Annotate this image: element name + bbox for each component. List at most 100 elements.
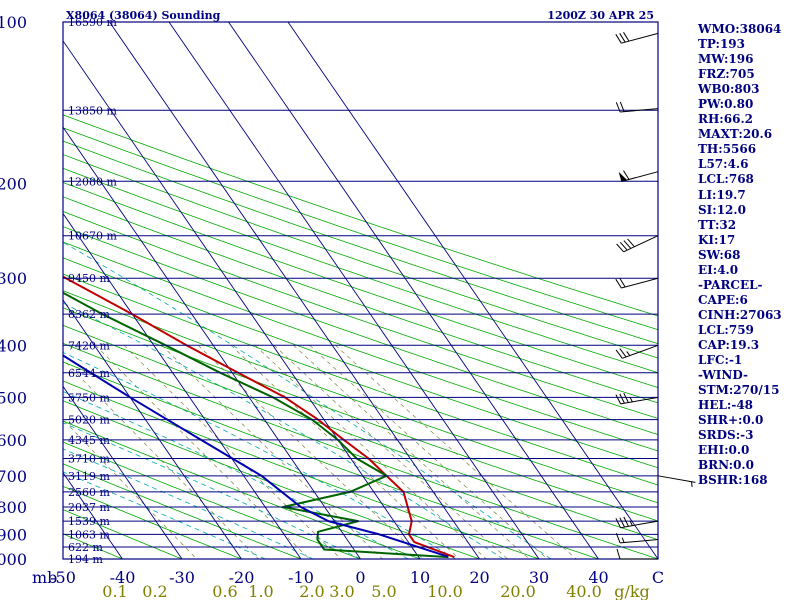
- stat-item: MW:196: [698, 52, 754, 67]
- height-label: 3710 m: [68, 453, 110, 466]
- temperature-tick-label: -50: [50, 568, 76, 587]
- isotherm: [63, 126, 361, 559]
- wind-barb-layer: [615, 32, 696, 560]
- wind-barb: [615, 32, 659, 44]
- profile-line: [63, 291, 449, 559]
- wind-barb: [615, 533, 659, 544]
- mixing-ratio-label: 10.0: [427, 582, 463, 600]
- stat-item: LCL:759: [698, 322, 754, 337]
- isotherm: [287, 22, 658, 559]
- temperature-tick-label: 0: [355, 568, 365, 587]
- dry-adiabat: [63, 257, 658, 469]
- mixing-ratio-line: [95, 345, 310, 559]
- dry-adiabat: [63, 226, 658, 435]
- dry-adiabat: [63, 241, 658, 452]
- height-label: 7420 m: [68, 339, 110, 352]
- pressure-tick-label: 600: [0, 431, 27, 450]
- isotherm: [228, 22, 599, 559]
- height-label: 2560 m: [68, 486, 110, 499]
- pressure-tick-label: 1000: [0, 550, 27, 569]
- temperature-tick-label: 30: [529, 568, 549, 587]
- pressure-tick-label: 100: [0, 13, 27, 32]
- pressure-tick-label: 500: [0, 388, 27, 407]
- pressure-tick-label: 300: [0, 269, 27, 288]
- stat-item: CAPE:6: [698, 292, 748, 307]
- moist-adiabat: [63, 422, 361, 559]
- stat-item: CAP:19.3: [698, 337, 760, 352]
- wind-barb: [615, 392, 659, 405]
- isotherm: [63, 40, 421, 559]
- mixing-ratio-label: 40.0: [566, 582, 602, 600]
- mixing-ratio-line: [309, 345, 548, 559]
- stat-item: LI:19.7: [698, 187, 746, 202]
- mixing-ratio-label: 3.0: [329, 582, 354, 600]
- stat-item: SI:12.0: [698, 202, 746, 217]
- profile-line: [63, 354, 449, 558]
- temperature-tick-label: 40: [588, 568, 608, 587]
- mixing-ratio-line: [123, 345, 342, 559]
- dry-adiabat: [63, 211, 658, 419]
- height-label: 194 m: [68, 553, 103, 566]
- label-layer: 16590 m 13850 m 12080 m 10670 m 9450 m 8362 m…: [0, 13, 664, 600]
- height-label: 4345 m: [68, 434, 110, 447]
- moist-adiabat: [63, 448, 314, 559]
- mixing-ratio-label: 1.0: [248, 582, 273, 600]
- dry-adiabat: [63, 273, 658, 486]
- temperature-unit-label: C: [652, 568, 664, 587]
- mixing-ratio-line: [254, 345, 487, 559]
- dry-adiabat: [63, 127, 658, 331]
- height-label: 1539 m: [68, 515, 110, 528]
- temperature-tick-label: -40: [110, 568, 136, 587]
- mixing-ratio-line: [335, 345, 577, 559]
- stat-item: KI:17: [698, 232, 736, 247]
- mixing-ratio-label: 0.1: [102, 582, 127, 600]
- stat-item: BSHR:168: [698, 473, 768, 488]
- pressure-unit-label: mb: [32, 568, 57, 587]
- stat-item: FRZ:705: [698, 67, 755, 82]
- dry-adiabat: [63, 114, 658, 317]
- temperature-tick-label: -10: [288, 568, 314, 587]
- temperature-tick-label: -20: [229, 568, 255, 587]
- isotherm: [63, 385, 183, 559]
- height-label: 9450 m: [68, 272, 110, 285]
- temperature-tick-label: 20: [469, 568, 489, 587]
- dry-adiabat: [63, 463, 302, 559]
- mixing-ratio-unit: g/kg: [614, 582, 650, 600]
- frame-layer: [62, 21, 659, 560]
- mixing-ratio-label: 2.0: [299, 582, 324, 600]
- height-label: 16590 m: [68, 16, 117, 29]
- height-label: 5750 m: [68, 391, 110, 404]
- pressure-tick-label: 900: [0, 525, 27, 544]
- mixing-ratio-line: [230, 345, 460, 559]
- stat-item: EHI:0.0: [698, 443, 750, 458]
- wind-barb: [615, 516, 659, 529]
- wind-barb: [657, 475, 696, 487]
- stat-item: SW:68: [698, 247, 741, 262]
- pressure-tick-label: 200: [0, 175, 27, 194]
- height-label: 3119 m: [68, 470, 110, 483]
- stat-item: MAXT:20.6: [698, 127, 773, 142]
- wind-barb: [615, 101, 659, 113]
- dry-adiabat: [63, 181, 658, 388]
- temperature-tick-label: 10: [410, 568, 430, 587]
- wind-barb: [616, 235, 659, 253]
- isotherm: [63, 299, 242, 559]
- height-label: 12080 m: [68, 175, 117, 188]
- pressure-tick-label: 800: [0, 498, 27, 517]
- dry-adiabat: [63, 196, 658, 404]
- stat-item: TH:5566: [698, 142, 757, 157]
- height-label: 10670 m: [68, 230, 117, 243]
- mixing-ratio-label: 0.6: [212, 582, 237, 600]
- stat-item: LFC:-1: [698, 353, 743, 368]
- stat-item: TT:32: [698, 217, 737, 232]
- chart-title: X8064 (38064) Sounding: [66, 9, 221, 22]
- stat-item: HEL:-48: [698, 398, 754, 413]
- pressure-tick-label: 400: [0, 336, 27, 355]
- dry-adiabat: [63, 290, 658, 504]
- stat-item: TP:193: [698, 37, 746, 52]
- isotherm: [109, 22, 480, 559]
- dry-adiabat: [63, 167, 658, 374]
- moist-adiabat: [63, 352, 456, 559]
- pressure-tick-label: 700: [0, 467, 27, 486]
